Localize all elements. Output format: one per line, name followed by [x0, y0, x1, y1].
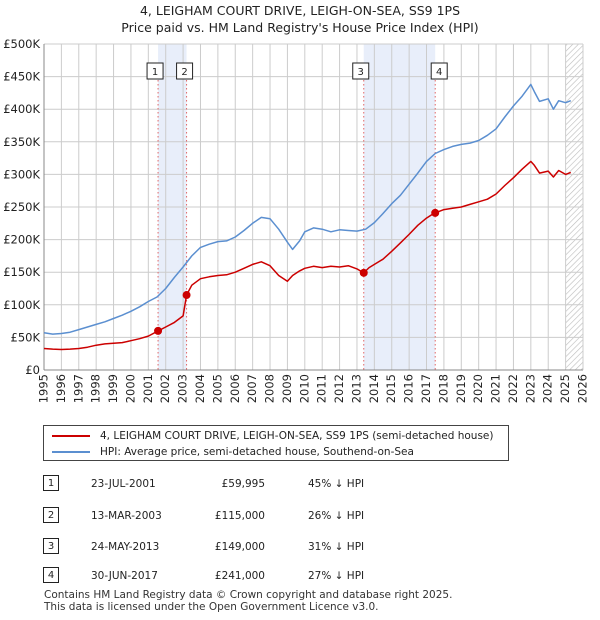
- x-tick-label: 2011: [315, 374, 329, 403]
- y-tick-label: £350K: [3, 135, 40, 149]
- x-tick-label: 2026: [576, 374, 590, 403]
- sale-price: £149,000: [214, 541, 265, 553]
- legend-label-hpi: HPI: Average price, semi-detached house,…: [100, 446, 414, 458]
- y-tick-label: £50K: [11, 330, 41, 344]
- x-tick-label: 2002: [158, 374, 172, 403]
- sale-date: 13-MAR-2003: [91, 510, 162, 522]
- x-tick-label: 2024: [541, 374, 555, 403]
- x-tick-label: 1996: [54, 374, 68, 403]
- x-tick-label: 2023: [523, 374, 537, 403]
- sale-date: 24-MAY-2013: [91, 541, 160, 553]
- x-tick-label: 2017: [419, 374, 433, 403]
- legend-swatch-blue: [52, 451, 90, 453]
- x-tick-label: 1997: [71, 374, 85, 403]
- x-tick-label: 2007: [245, 374, 259, 403]
- y-tick-label: £500K: [3, 37, 40, 51]
- table-row: 4 30-JUN-2017 £241,000 27% ↓ HPI: [43, 566, 403, 586]
- property-series-line: [43, 160, 572, 351]
- y-tick-label: £300K: [3, 167, 40, 181]
- title-line-2: Price paid vs. HM Land Registry's House …: [121, 20, 479, 35]
- sale-number-label-4: 4: [436, 67, 442, 78]
- footer-attribution: Contains HM Land Registry data © Crown c…: [44, 589, 452, 613]
- x-tick-label: 2001: [141, 374, 155, 403]
- x-tick-label: 2022: [506, 374, 520, 403]
- y-tick-label: £150K: [3, 265, 40, 279]
- sale-number-badge: 4: [43, 567, 59, 583]
- legend-swatch-red: [52, 435, 90, 437]
- x-tick-label: 2013: [349, 374, 363, 403]
- x-tick-label: 2006: [228, 374, 242, 403]
- y-tick-label: £100K: [3, 298, 40, 312]
- y-tick-label: £0: [25, 363, 40, 377]
- x-tick-label: 1995: [37, 374, 51, 403]
- sale-hpi-diff: 31% ↓ HPI: [308, 541, 365, 553]
- x-tick-label: 2004: [193, 374, 207, 403]
- sale-hpi-diff: 27% ↓ HPI: [308, 570, 365, 582]
- sale-date: 23-JUL-2001: [91, 478, 156, 490]
- legend-item-property: 4, LEIGHAM COURT DRIVE, LEIGH-ON-SEA, SS…: [52, 428, 494, 444]
- x-tick-label: 2005: [210, 374, 224, 403]
- x-tick-label: 2010: [297, 374, 311, 403]
- table-row: 3 24-MAY-2013 £149,000 31% ↓ HPI: [43, 537, 403, 557]
- x-tick-label: 1998: [89, 374, 103, 403]
- legend-label-property: 4, LEIGHAM COURT DRIVE, LEIGH-ON-SEA, SS…: [100, 430, 494, 442]
- sale-number-box-1: [146, 62, 164, 80]
- x-tick-label: 2021: [489, 374, 503, 403]
- x-tick-label: 2014: [367, 374, 381, 403]
- sale-point-1: [154, 326, 163, 335]
- x-tick-label: 2009: [280, 374, 294, 403]
- title-line-1: 4, LEIGHAM COURT DRIVE, LEIGH-ON-SEA, SS…: [139, 3, 461, 18]
- sale-date: 30-JUN-2017: [91, 570, 158, 582]
- x-tick-label: 2020: [471, 374, 485, 403]
- table-row: 1 23-JUL-2001 £59,995 45% ↓ HPI: [43, 474, 403, 494]
- y-tick-label: £450K: [3, 70, 40, 84]
- legend-item-hpi: HPI: Average price, semi-detached house,…: [52, 444, 414, 460]
- x-tick-label: 2012: [332, 374, 346, 403]
- x-tick-label: 1999: [106, 374, 120, 403]
- footer-line-1: Contains HM Land Registry data © Crown c…: [44, 589, 453, 601]
- x-tick-label: 2016: [402, 374, 416, 403]
- x-tick-label: 2018: [436, 374, 450, 403]
- table-row: 2 13-MAR-2003 £115,000 26% ↓ HPI: [43, 506, 403, 526]
- sale-number-badge: 3: [43, 538, 59, 554]
- x-tick-label: 2015: [384, 374, 398, 403]
- footer-line-2: This data is licensed under the Open Gov…: [44, 601, 379, 613]
- sale-number-box-3: [352, 62, 370, 80]
- sale-number-badge: 2: [43, 507, 59, 523]
- sale-point-2: [182, 291, 191, 300]
- sale-price: £115,000: [214, 510, 265, 522]
- sale-number-badge: 1: [43, 475, 59, 491]
- x-tick-label: 2025: [558, 374, 572, 403]
- sale-number-label-2: 2: [181, 67, 187, 78]
- sale-number-box-2: [176, 62, 194, 80]
- x-tick-label: 2008: [263, 374, 277, 403]
- chart-title: 4, LEIGHAM COURT DRIVE, LEIGH-ON-SEA, SS…: [0, 2, 600, 36]
- sale-number-box-4: [430, 62, 448, 80]
- hpi-series-line: [43, 83, 572, 335]
- y-tick-label: £400K: [3, 102, 40, 116]
- sale-hpi-diff: 26% ↓ HPI: [308, 510, 365, 522]
- sale-point-4: [431, 208, 440, 217]
- x-tick-label: 2003: [176, 374, 190, 403]
- sale-price: £241,000: [214, 570, 265, 582]
- y-tick-label: £200K: [3, 233, 40, 247]
- chart-legend: 4, LEIGHAM COURT DRIVE, LEIGH-ON-SEA, SS…: [43, 425, 509, 461]
- y-tick-label: £250K: [3, 200, 40, 214]
- sale-number-label-1: 1: [152, 67, 158, 78]
- price-chart: £0 £50K £100K £150K £200K £250K £300K £350K £400…: [3, 37, 590, 403]
- sale-price: £59,995: [221, 478, 265, 490]
- sale-hpi-diff: 45% ↓ HPI: [308, 478, 365, 490]
- sale-number-label-3: 3: [358, 67, 364, 78]
- x-tick-label: 2019: [454, 374, 468, 403]
- sale-point-3: [359, 268, 368, 277]
- x-tick-label: 2000: [123, 374, 137, 403]
